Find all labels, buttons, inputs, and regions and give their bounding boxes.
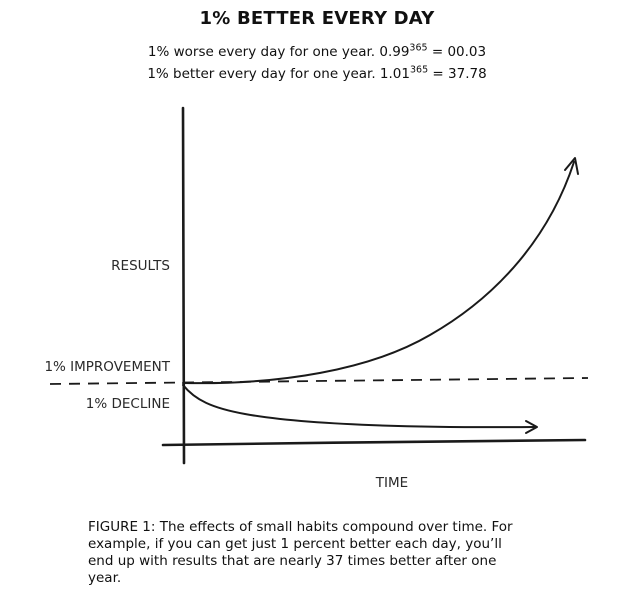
decline-arrowhead	[525, 420, 538, 434]
baseline-dashed-line	[49, 377, 589, 385]
formula-better-text: 1% better every day for one year. 1.01	[147, 66, 410, 82]
x-axis-label: TIME	[375, 475, 408, 491]
formula-worse-exponent: 365	[409, 42, 428, 54]
formula-better: 1% better every day for one year. 1.0136…	[0, 64, 634, 82]
page-title: 1% BETTER EVERY DAY	[199, 8, 435, 29]
decline-label: 1% DECLINE	[86, 396, 170, 412]
y-axis-label: RESULTS	[111, 258, 170, 274]
formula-better-result: = 37.78	[428, 66, 487, 82]
formula-worse: 1% worse every day for one year. 0.99365…	[0, 42, 634, 60]
improvement-curve	[182, 161, 575, 385]
x-axis	[161, 438, 587, 447]
y-axis	[181, 106, 186, 465]
formula-better-exponent: 365	[409, 64, 429, 76]
improvement-arrowhead	[564, 157, 579, 175]
formula-worse-text: 1% worse every day for one year. 0.99	[147, 44, 410, 60]
decline-curve	[182, 384, 536, 429]
formula-worse-result: = 00.03	[427, 44, 487, 60]
figure-caption: FIGURE 1: The effects of small habits co…	[88, 519, 513, 586]
improvement-label: 1% IMPROVEMENT	[44, 359, 170, 375]
